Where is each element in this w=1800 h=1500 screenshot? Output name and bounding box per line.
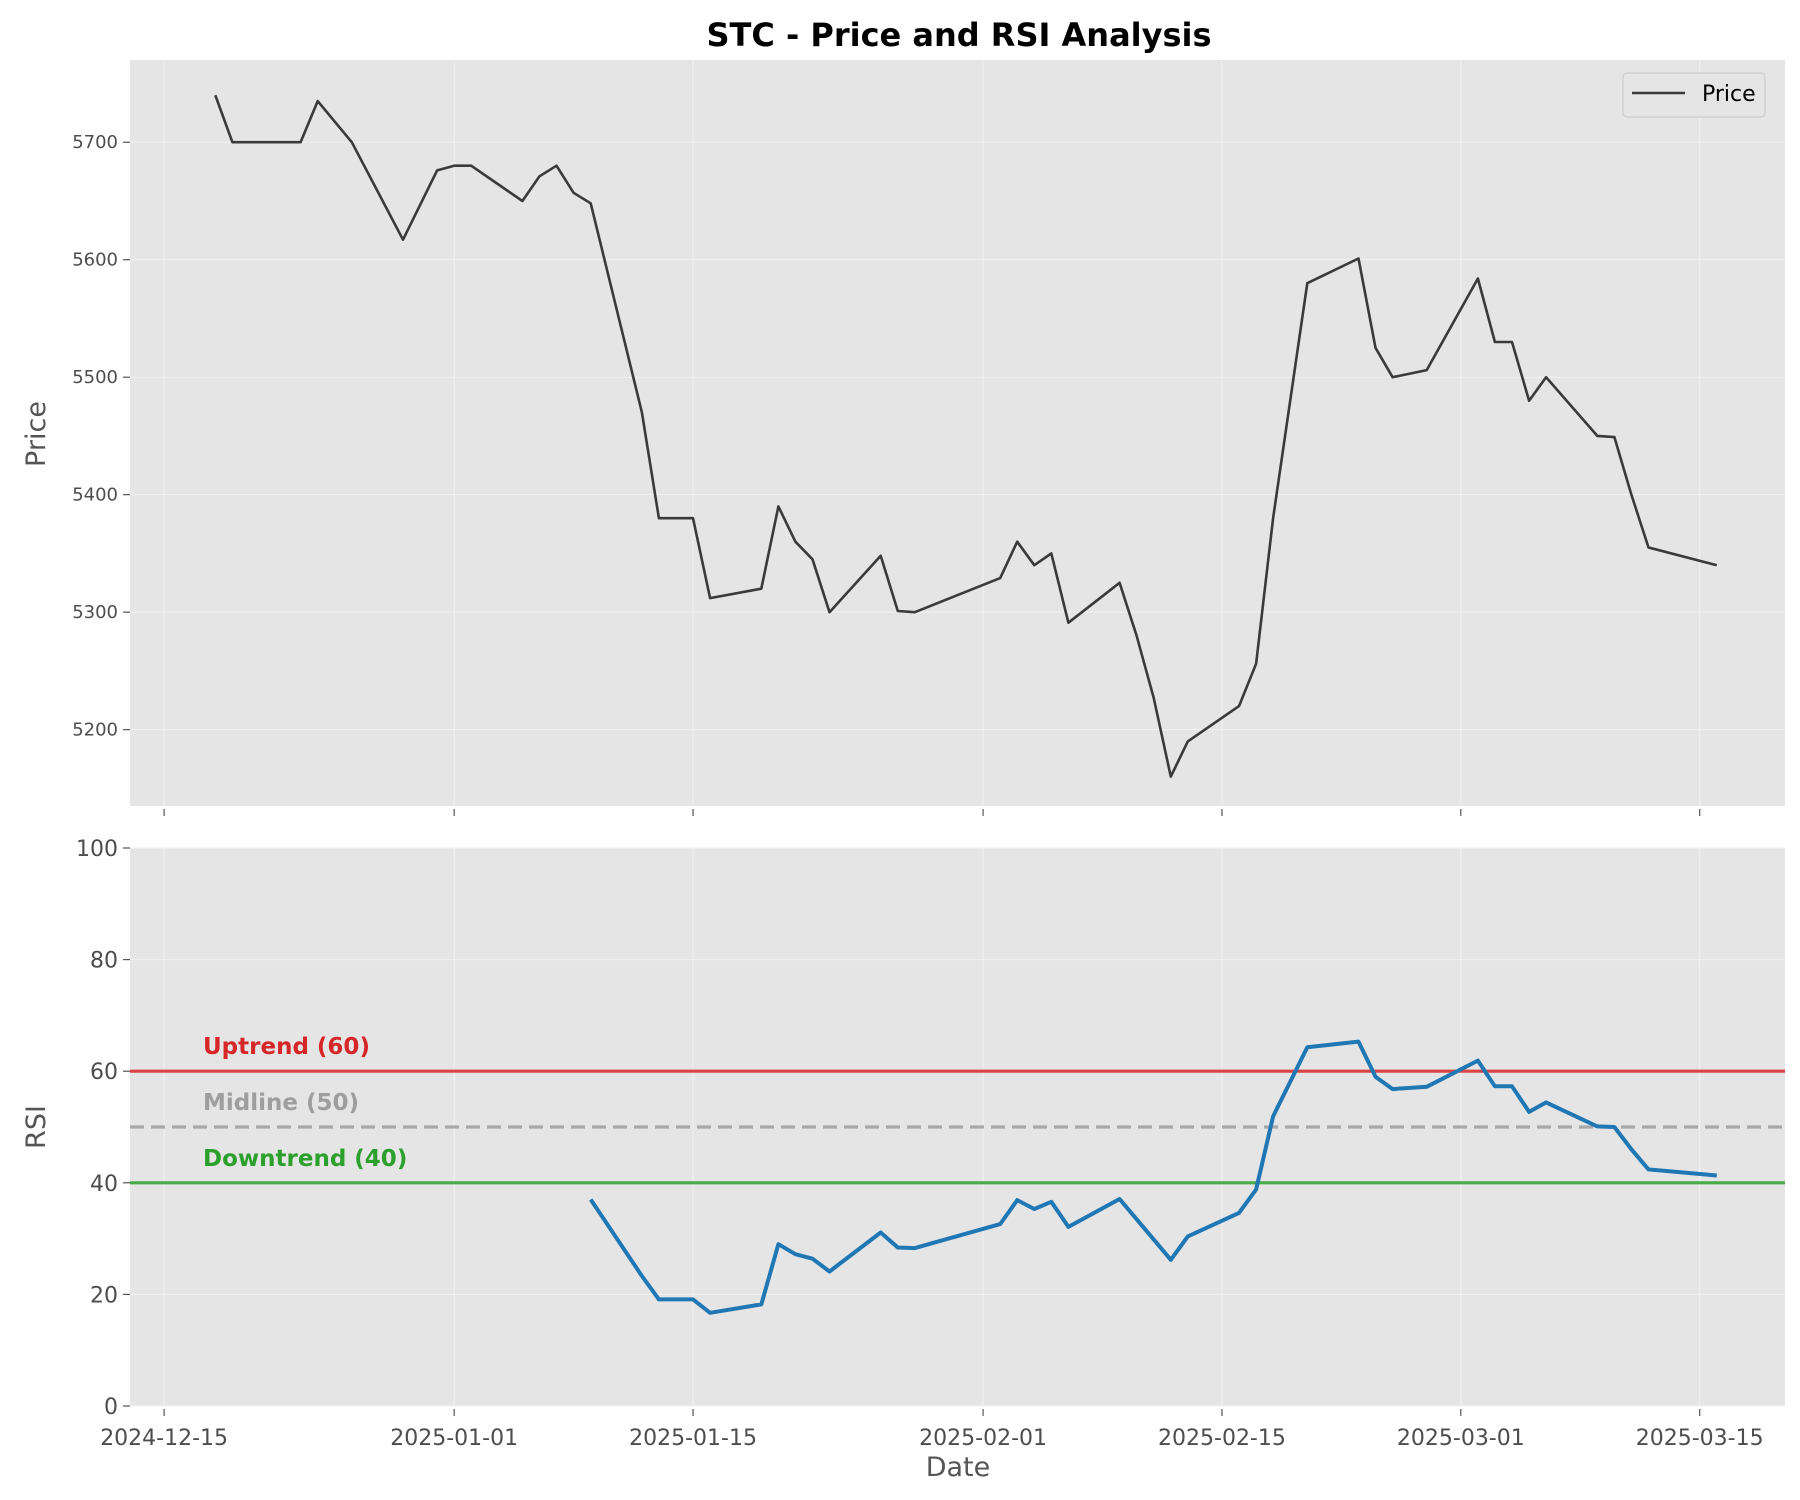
legend-box — [1622, 72, 1766, 118]
x-tick-label: 2025-02-01 — [919, 1426, 1047, 1451]
rsi-y-ticks: 0 20 40 60 80 100 — [76, 837, 130, 1420]
rsi-series-line — [589, 1039, 1717, 1315]
y-tick-label: 5200 — [72, 720, 118, 741]
chart-title: STC - Price and RSI Analysis — [706, 16, 1211, 54]
y-tick-label: 80 — [90, 949, 118, 974]
y-tick-label: 5400 — [72, 485, 118, 506]
y-tick-label: 20 — [90, 1283, 118, 1308]
x-tick-label: 2025-02-15 — [1158, 1426, 1286, 1451]
rsi-x-ticks: 2024-12-15 2025-01-01 2025-01-15 2025-02-01… — [100, 1409, 1764, 1451]
x-tick-label: 2025-03-01 — [1397, 1426, 1525, 1451]
price-panel: 5200 5300 5400 5500 5600 5700 Price Price — [21, 60, 1785, 816]
legend-price-label: Price — [1702, 82, 1756, 107]
y-tick-label: 5500 — [72, 367, 118, 388]
price-y-ticks: 5200 5300 5400 5500 5600 5700 — [72, 132, 130, 741]
x-tick-label: 2025-01-01 — [390, 1426, 518, 1451]
y-tick-label: 100 — [76, 837, 118, 862]
x-axis-label: Date — [926, 1452, 991, 1483]
y-tick-label: 60 — [90, 1060, 118, 1085]
y-tick-label: 5700 — [72, 132, 118, 153]
reference-line-label: Downtrend (40) — [203, 1146, 407, 1172]
rsi-reference-lines: Uptrend (60) Midline (50) Downtrend (40) — [130, 1034, 1785, 1185]
x-tick-label: 2024-12-15 — [100, 1426, 228, 1451]
x-tick-label: 2025-03-15 — [1636, 1426, 1764, 1451]
price-plot-area — [130, 60, 1785, 806]
price-grid — [130, 60, 1785, 806]
reference-line-label: Midline (50) — [203, 1090, 359, 1116]
y-tick-label: 5300 — [72, 602, 118, 623]
price-legend: Price — [1622, 72, 1766, 118]
price-series-line — [214, 94, 1718, 778]
y-tick-label: 5600 — [72, 250, 118, 271]
price-x-tick-marks — [163, 809, 1701, 816]
rsi-panel: 0 20 40 60 80 100 2024-12-15 2025-01-01 2025-01… — [21, 837, 1785, 1483]
y-tick-label: 40 — [90, 1172, 118, 1197]
price-y-axis-label: Price — [21, 401, 52, 467]
rsi-y-axis-label: RSI — [21, 1105, 52, 1149]
y-tick-label: 0 — [104, 1395, 118, 1420]
reference-line-label: Uptrend (60) — [203, 1034, 370, 1060]
x-tick-label: 2025-01-15 — [629, 1426, 757, 1451]
